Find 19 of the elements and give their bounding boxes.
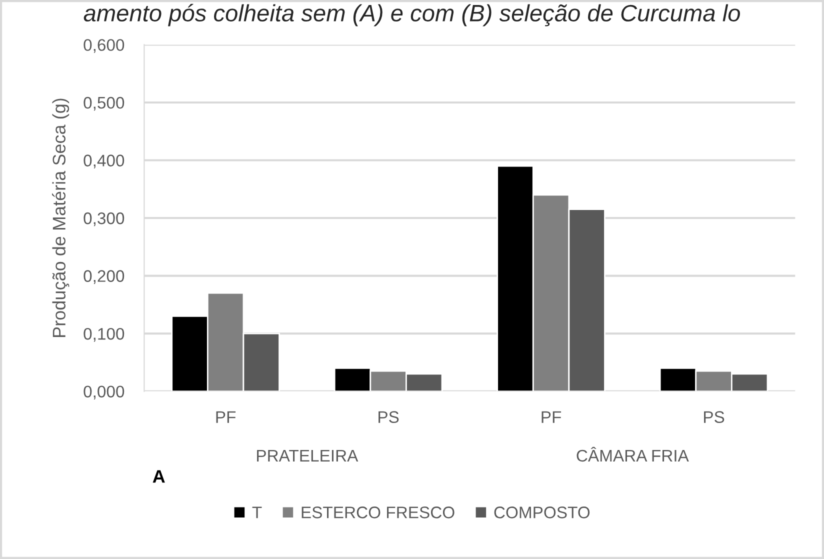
y-tick-label: 0,300 — [84, 212, 124, 226]
x-tick-label: PF — [216, 411, 236, 423]
y-tick-label: 0,100 — [84, 328, 124, 342]
chart-title: amento pós colheita sem (A) e com (B) seleção de Curcuma lo — [84, 4, 740, 26]
y-tick-label: 0,200 — [84, 270, 124, 284]
x-tick-label: PS — [704, 411, 724, 423]
x-tick-label: PF — [542, 411, 562, 423]
y-tick-label: 0,400 — [84, 154, 124, 168]
y-tick-label: 0,500 — [84, 96, 124, 111]
legend-label: T — [252, 506, 262, 518]
y-tick-label: 0,000 — [84, 386, 124, 400]
text: CÂMARA FRIA — [576, 446, 689, 462]
legend-label: ESTERCO FRESCO — [302, 506, 454, 518]
x-tick-label: PS — [378, 411, 399, 423]
text: PRATELEIRA — [257, 450, 358, 462]
y-axis-title: Produção de Matéria Seca (g) — [52, 98, 70, 337]
y-tick-label: 0,600 — [84, 39, 124, 53]
legend-label: COMPOSTO — [494, 506, 590, 518]
text: A — [152, 470, 165, 483]
